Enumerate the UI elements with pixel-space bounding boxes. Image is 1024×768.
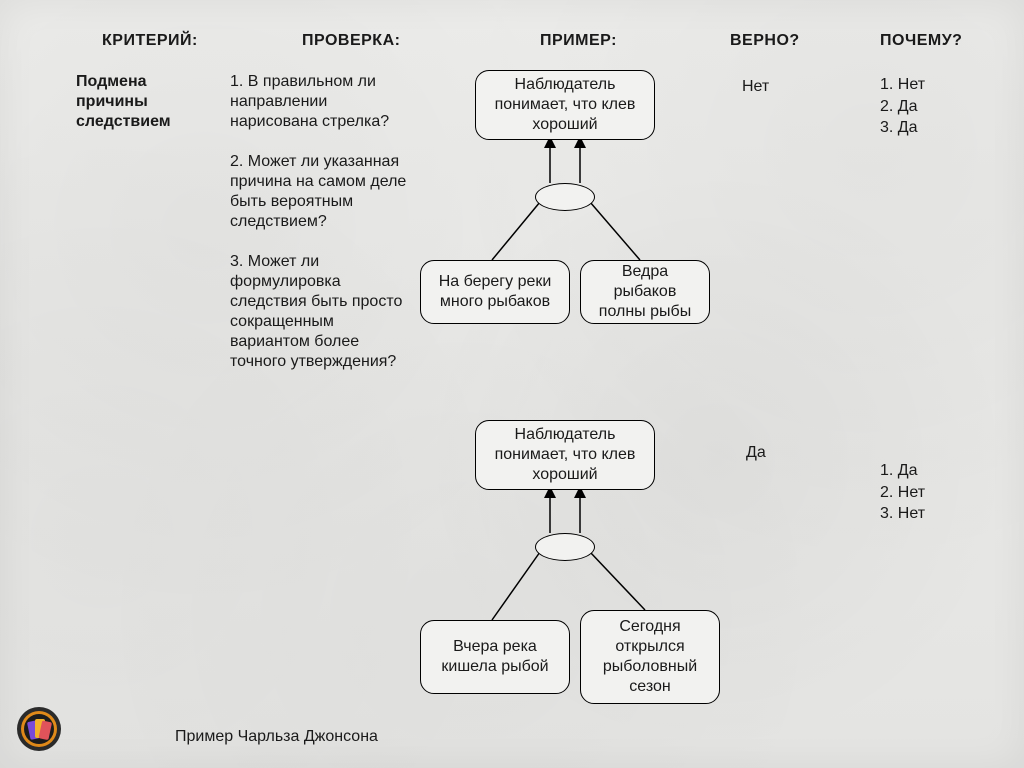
d2-node-left: Вчера река кишела рыбой [420, 620, 570, 694]
header-example: ПРИМЕР: [540, 32, 617, 50]
verdict-2: Да [746, 444, 766, 462]
why-2-item: 3. Нет [880, 503, 925, 525]
diagram-2: Наблюдатель понимает, что клев хороший В… [420, 420, 720, 720]
d1-node-top: Наблюдатель понимает, что клев хороший [475, 70, 655, 140]
why-2-item: 1. Да [880, 460, 925, 482]
header-criterion: КРИТЕРИЙ: [102, 32, 198, 50]
app-logo-icon [16, 706, 62, 752]
check-item-2: 2. Может ли указанная причина на самом д… [230, 152, 408, 232]
header-check: ПРОВЕРКА: [302, 32, 400, 50]
header-why: ПОЧЕМУ? [880, 32, 962, 50]
d2-node-right: Сегодня открылся рыболовный сезон [580, 610, 720, 704]
verdict-1: Нет [742, 78, 769, 96]
why-1: 1. Нет 2. Да 3. Да [880, 74, 925, 139]
check-item-1: 1. В правильном ли направлении нарисован… [230, 72, 408, 132]
why-2: 1. Да 2. Нет 3. Нет [880, 460, 925, 525]
check-list: 1. В правильном ли направлении нарисован… [230, 72, 408, 392]
check-item-3: 3. Может ли формулировка следствия быть … [230, 252, 408, 372]
d2-ellipse [535, 533, 595, 561]
header-correct: ВЕРНО? [730, 32, 800, 50]
d1-ellipse [535, 183, 595, 211]
criterion-text: Подмена причины следствием [76, 72, 206, 132]
why-2-item: 2. Нет [880, 482, 925, 504]
why-1-item: 1. Нет [880, 74, 925, 96]
d2-node-top: Наблюдатель понимает, что клев хороший [475, 420, 655, 490]
why-1-item: 2. Да [880, 96, 925, 118]
d1-node-right: Ведра рыбаков полны рыбы [580, 260, 710, 324]
why-1-item: 3. Да [880, 117, 925, 139]
diagram-1: Наблюдатель понимает, что клев хороший Н… [420, 70, 710, 350]
d1-node-left: На берегу реки много рыбаков [420, 260, 570, 324]
example-caption: Пример Чарльза Джонсона [175, 728, 378, 746]
